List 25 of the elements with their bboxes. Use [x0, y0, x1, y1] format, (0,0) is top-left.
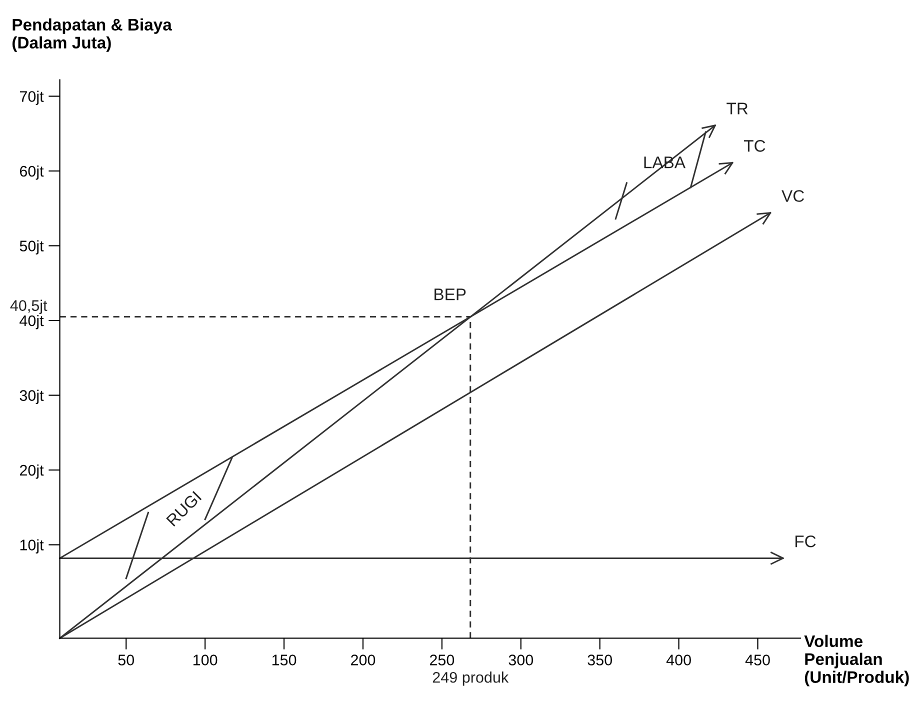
series-label: TC	[744, 140, 766, 152]
x-tick-label: 400	[666, 654, 691, 666]
y-tick-label: 40jt	[20, 314, 44, 330]
y-tick-label: 60jt	[20, 165, 44, 180]
series-label: FC	[796, 535, 816, 548]
x-tick-label: 350	[588, 654, 612, 666]
annotation: BEP	[434, 288, 466, 300]
x-tick-label: 450	[745, 654, 770, 666]
x-tick-label: 150	[272, 654, 296, 666]
annotation: 249 produk	[432, 672, 509, 686]
y-tick-label: 10jt	[20, 539, 44, 554]
x-tick-label: 50	[118, 654, 134, 666]
series-label: VC	[782, 190, 804, 202]
x-tick-label: 300	[508, 654, 534, 666]
x-tick-label: 100	[194, 654, 218, 666]
series-label: TR	[726, 102, 748, 114]
y-axis-title: Pendapatan & Biaya (Dalam Juta)	[12, 18, 172, 52]
y-tick-label: 20jt	[20, 464, 44, 479]
annotation: 40,5jt	[10, 300, 48, 314]
x-axis-title: Volume Penjualan (Unit/Produk)	[804, 634, 909, 686]
x-tick-label: 250	[430, 654, 454, 666]
y-tick-label: 30jt	[20, 390, 44, 404]
y-tick-label: 50jt	[20, 240, 44, 254]
x-tick-label: 200	[351, 654, 376, 666]
y-tick-label: 70jt	[20, 90, 44, 105]
